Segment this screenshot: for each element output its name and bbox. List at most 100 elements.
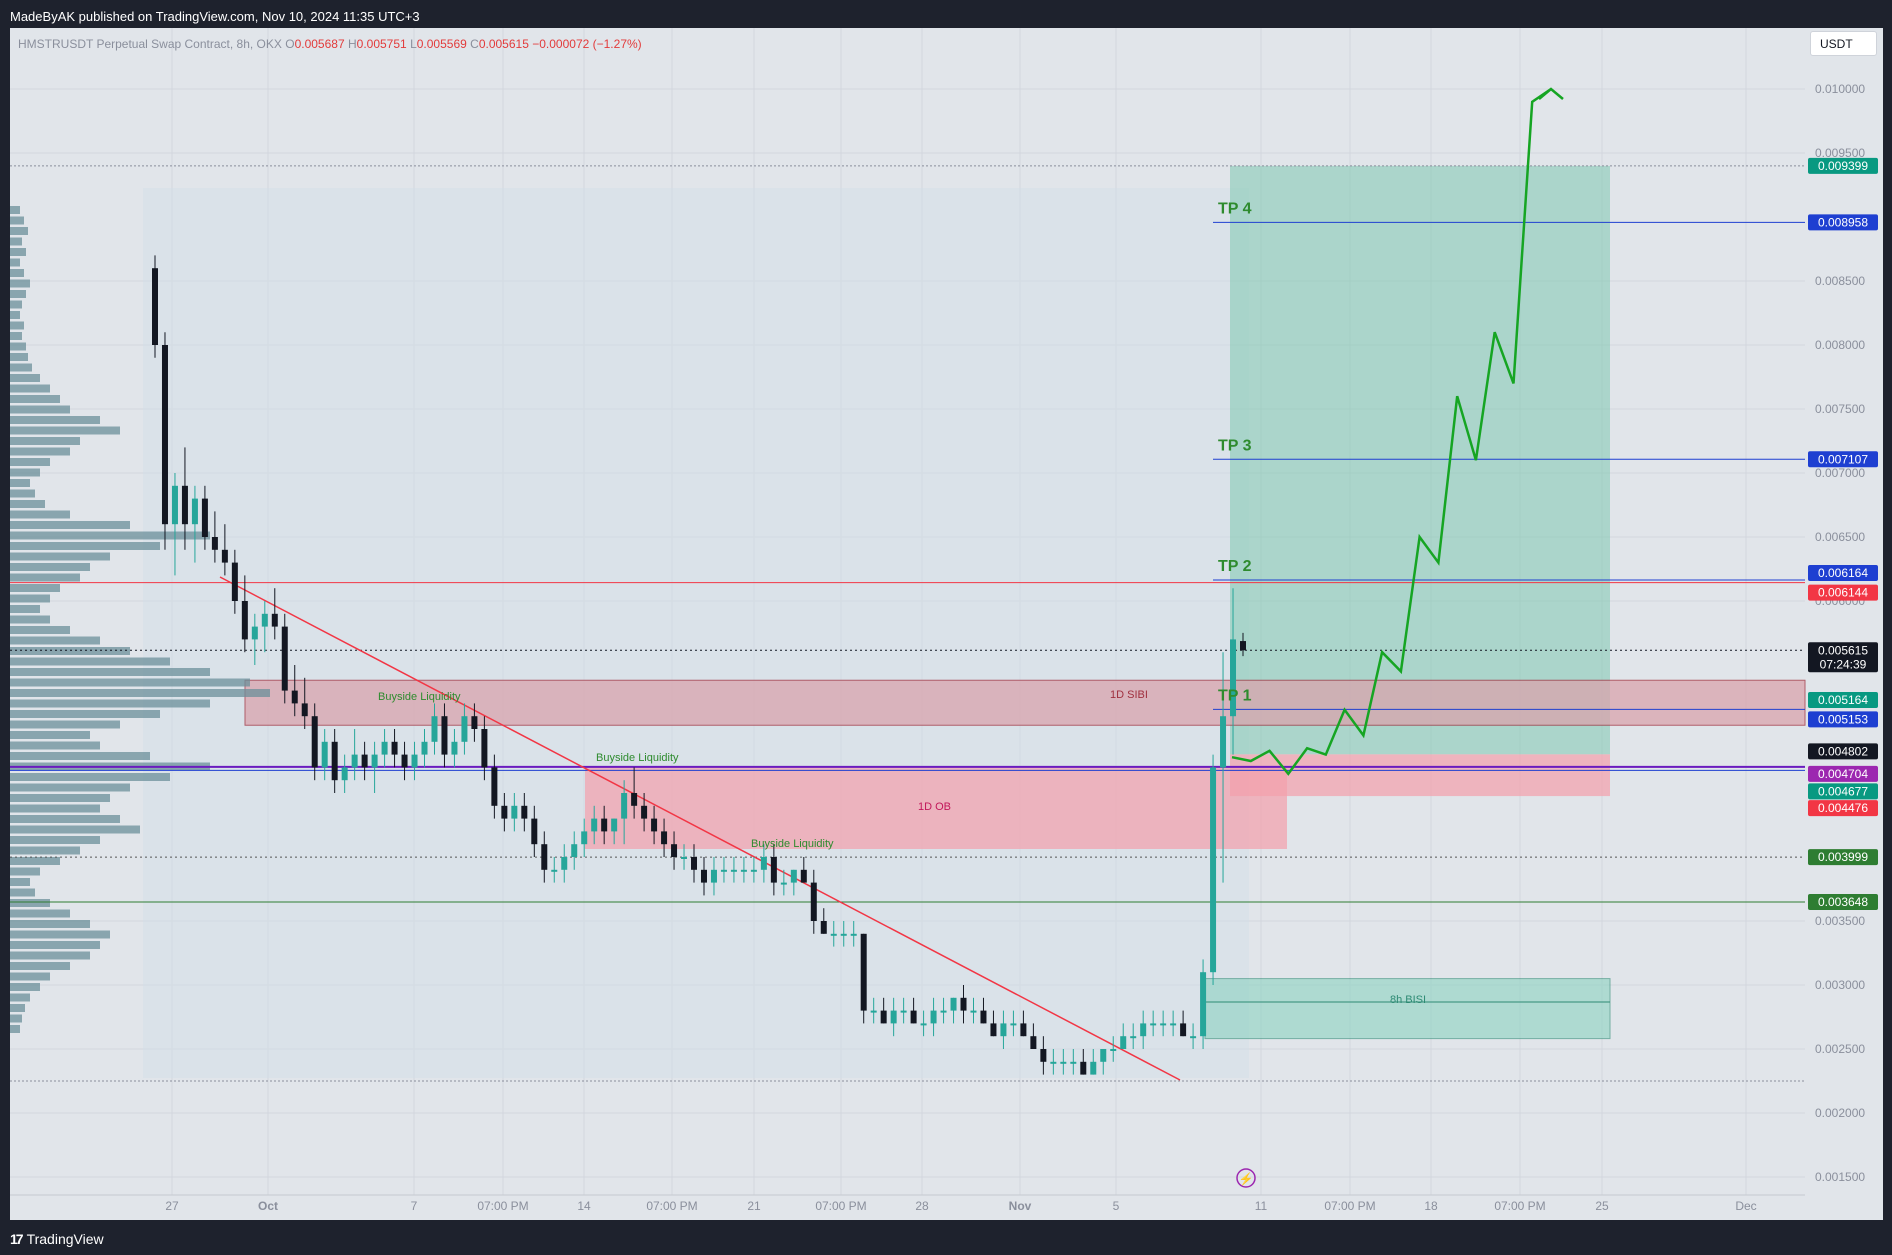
candle-body [1220,716,1227,768]
price-tag [1808,565,1878,582]
projection-arrowhead [1538,87,1564,100]
candle-body [671,844,678,857]
price-tag [1808,765,1878,782]
candle-body [880,1010,887,1024]
price-tag [1808,894,1878,911]
price-tag-value: 0.007107 [1818,452,1868,466]
volume-profile-bar [10,867,40,876]
candle-body [501,805,508,819]
candle-body [890,1010,897,1024]
volume-profile-bar [10,657,170,666]
volume-profile-bar [10,300,22,309]
projection [1231,87,1564,776]
volume-profile-bar [10,783,130,792]
price-tag [1808,711,1878,728]
sibi-zone [244,679,1806,726]
price-tag [1808,800,1878,817]
candle-body [361,754,368,768]
candle-body [1240,641,1246,651]
candle-body [381,741,388,755]
candle-body [651,818,658,832]
candle-body [531,818,538,845]
candle-body [351,754,358,768]
volume-profile-bar [10,857,60,865]
candle-body [321,741,328,768]
candle-body [850,933,857,936]
volume-profile-bar [10,909,70,918]
volume-profile-bar [10,1025,20,1033]
candle-body [750,869,757,872]
candle-body [661,831,668,845]
high-label: H [347,37,357,51]
candle-body [461,716,468,742]
candle-body [1060,1061,1067,1064]
candle-body [740,869,747,872]
candle-body [451,741,458,755]
x-tick-label: 14 [577,1199,591,1213]
candle-body [241,601,248,640]
volume-profile-bar [10,426,120,435]
low-value: 0.005569 [416,37,467,51]
candle-body [511,805,518,819]
bisi-zone [1204,978,1611,1040]
candle-body [551,869,558,872]
x-tick-label: Oct [258,1199,278,1213]
volume-profile-bar [10,510,70,519]
volume-profile-bar [10,521,130,529]
volume-profile-bar [10,384,50,393]
candle-body [161,345,168,525]
candle-body [581,831,588,845]
volume-profile-bar [10,321,24,330]
candle-body [860,933,867,1011]
volume-profile-bar [10,888,35,897]
tp-label: TP 1 [1218,687,1252,704]
volume-profile-bar [10,573,80,582]
tradingview-logo[interactable]: 17 TradingView [10,1231,104,1247]
volume-profile-bar [10,741,100,750]
x-tick-label: 7 [411,1199,418,1213]
candle-body [1230,639,1237,717]
price-axis: 0.010000 0.009500 0.008500 0.008000 0.007500… [1808,82,1878,1184]
candle-body [331,741,338,781]
volume-profile-bar [10,416,100,424]
y-tick-label: 0.010000 [1815,82,1865,96]
volume-profile-bar [10,206,20,214]
candle-body [990,1023,997,1037]
tradingview-logo-text: TradingView [26,1231,104,1247]
high-value: 0.005751 [356,37,407,51]
ohlc-legend: HMSTRUSDT Perpetual Swap Contract, 8h, O… [18,37,642,51]
footer: 17 TradingView [0,1227,1892,1255]
volume-profile-bar [10,962,70,970]
candle-body [720,869,727,872]
candle-body [1120,1036,1127,1049]
currency-button[interactable]: USDT [1810,31,1877,56]
zone-annotation: 8h BISI [1390,994,1426,1006]
volume-profile-bar [10,846,80,855]
candle-body [1180,1023,1187,1037]
volume-profile-bar [10,951,90,960]
volume-profile-bar [10,983,40,991]
price-tag-value: 0.006164 [1818,566,1868,580]
candle-body [341,767,348,781]
volume-profile-bar [10,689,270,697]
candle-body [1070,1061,1077,1064]
levels [10,165,1805,1082]
tp-label: TP 2 [1218,558,1252,575]
x-tick-label: Nov [1009,1199,1032,1213]
candle-body [591,818,598,832]
candle-body [760,857,767,870]
volume-profile-bar [10,1014,22,1023]
candle-body [171,485,178,525]
volume-profile-bar [10,678,250,687]
low-label: L [410,37,417,51]
volume-profile-bar [10,993,30,1002]
price-tag-value: 0.009399 [1818,159,1868,173]
volume-profile-bar [10,227,28,235]
stop-zone [1230,754,1610,797]
countdown-timer: 07:24:39 [1820,657,1867,671]
price-tag [1808,214,1878,231]
volume-profile-bar [10,542,160,550]
candle-body [231,562,238,601]
x-tick-label: 28 [915,1199,929,1213]
